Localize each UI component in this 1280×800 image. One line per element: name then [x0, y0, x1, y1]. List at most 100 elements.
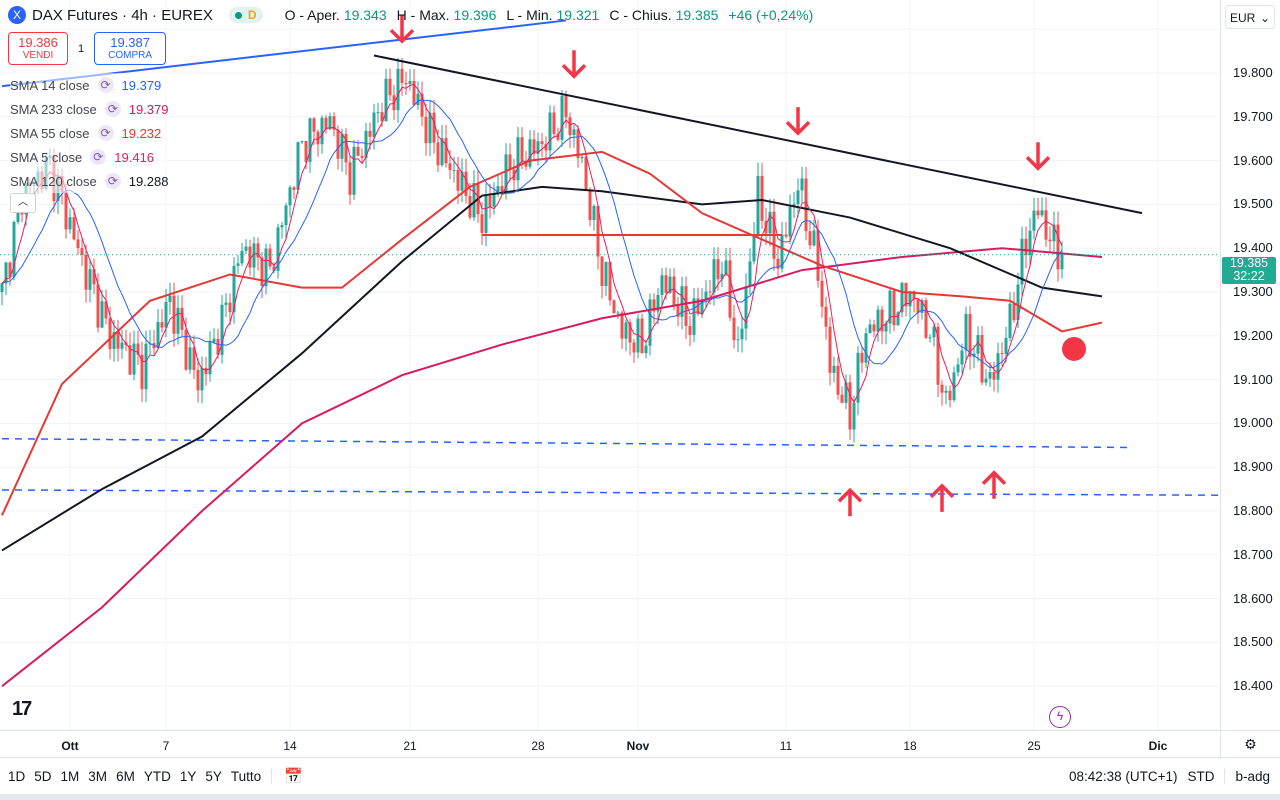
- legend-item[interactable]: SMA 5 close ⟳ 19.416: [10, 145, 169, 169]
- sell-label: VENDI: [22, 50, 54, 61]
- candle-body: [816, 230, 820, 281]
- candle-body: [856, 352, 860, 403]
- candle-body: [944, 390, 948, 393]
- refresh-icon[interactable]: ⟳: [104, 101, 121, 117]
- indicator-value: 19.232: [121, 125, 162, 141]
- candle-body: [724, 260, 728, 274]
- legend-item[interactable]: SMA 120 close ⟳ 19.288: [10, 169, 169, 193]
- range-button[interactable]: Tutto: [230, 768, 262, 784]
- candle-body: [168, 295, 172, 303]
- candle-body: [592, 205, 596, 221]
- candle-body: [132, 343, 136, 375]
- range-button[interactable]: YTD: [143, 768, 171, 784]
- currency-select[interactable]: EUR ⌄: [1225, 5, 1275, 29]
- candle-body: [528, 139, 532, 167]
- sell-button[interactable]: 19.386 VENDI: [8, 32, 68, 65]
- candle-body: [676, 305, 680, 317]
- sma-14-line: [1, 99, 1063, 369]
- legend-item[interactable]: SMA 14 close ⟳ 19.379: [10, 73, 169, 97]
- candle-body: [164, 302, 168, 328]
- range-button[interactable]: 1Y: [179, 768, 197, 784]
- clock[interactable]: 08:42:38 (UTC+1): [1069, 768, 1178, 784]
- candle-body: [224, 302, 228, 305]
- adjustment-button[interactable]: b-adg: [1224, 768, 1280, 784]
- candle-body: [396, 68, 400, 111]
- candle-body: [200, 367, 204, 391]
- range-button[interactable]: 1D: [8, 768, 26, 784]
- candle-body: [972, 353, 976, 357]
- candle-body: [532, 139, 536, 154]
- candle-body: [284, 205, 288, 226]
- candle-body: [752, 235, 756, 262]
- quantity[interactable]: 1: [78, 42, 85, 55]
- legend-item[interactable]: SMA 55 close ⟳ 19.232: [10, 121, 169, 145]
- candle-body: [828, 326, 832, 373]
- candle-body: [280, 225, 284, 228]
- candle-body: [568, 117, 572, 136]
- candle-body: [940, 384, 944, 393]
- refresh-icon[interactable]: ⟳: [90, 149, 107, 165]
- time-axis[interactable]: ⚙ Ott 7 14 21 28 Nov 11 18 25 Dic: [0, 730, 1280, 759]
- lightning-icon[interactable]: ϟ: [1049, 706, 1071, 728]
- candle-body: [900, 282, 904, 313]
- price-axis[interactable]: 19.800 19.700 19.600 19.500 19.400 19.300 19.2…: [1220, 0, 1280, 730]
- candle-body: [756, 175, 760, 236]
- open-value: 19.343: [343, 7, 387, 23]
- range-button[interactable]: 5D: [34, 768, 52, 784]
- go-to-date-calendar-icon[interactable]: 📅: [284, 768, 303, 785]
- candle-body: [484, 195, 488, 233]
- buy-button[interactable]: 19.387 COMPRA: [94, 32, 167, 65]
- candle-body: [796, 190, 800, 205]
- candle-body: [1004, 337, 1008, 355]
- candle-body: [388, 78, 392, 96]
- candle-body: [956, 364, 960, 373]
- range-button[interactable]: 1M: [60, 768, 80, 784]
- tradingview-logo[interactable]: 17: [12, 698, 32, 720]
- candle-body: [368, 130, 372, 137]
- settings-gear-icon[interactable]: ⚙: [1220, 731, 1280, 759]
- refresh-icon[interactable]: ⟳: [97, 125, 114, 141]
- candle-body: [1016, 284, 1020, 321]
- candle-body: [820, 280, 824, 307]
- refresh-icon[interactable]: ⟳: [97, 77, 114, 93]
- session-button[interactable]: STD: [1187, 768, 1215, 784]
- candle-body: [524, 160, 528, 167]
- symbol-title[interactable]: DAX Futures · 4h · EUREX: [32, 6, 213, 24]
- time-tick: 7: [162, 739, 170, 753]
- range-button[interactable]: 3M: [88, 768, 108, 784]
- candle-body: [192, 347, 196, 370]
- support-line-dashed: [1, 437, 1131, 449]
- arrow-up-icon: [837, 487, 863, 517]
- indicator-value: 19.379: [128, 101, 169, 117]
- candle-body: [240, 250, 244, 264]
- candle-body: [308, 118, 312, 162]
- collapse-legend-button[interactable]: ︿: [10, 193, 36, 213]
- candle-body: [864, 333, 868, 363]
- candle-body: [340, 133, 344, 159]
- candle-body: [380, 112, 384, 122]
- range-button[interactable]: 5Y: [205, 768, 222, 784]
- price-chart[interactable]: [0, 0, 1220, 730]
- market-status[interactable]: D: [228, 7, 263, 23]
- price-tick: 18.500: [1233, 634, 1273, 650]
- candle-body: [800, 178, 804, 191]
- refresh-icon[interactable]: ⟳: [104, 173, 121, 189]
- candle-body: [268, 248, 272, 267]
- range-button[interactable]: 6M: [116, 768, 135, 784]
- candle-body: [668, 276, 672, 293]
- indicator-name: SMA 233 close: [10, 101, 97, 117]
- time-tick: Ott: [61, 739, 79, 753]
- candle-body: [1032, 210, 1036, 231]
- candle-body: [288, 187, 292, 206]
- candle-body: [420, 93, 424, 117]
- candle-body: [488, 195, 492, 207]
- candle-body: [644, 345, 648, 354]
- candle-body: [508, 154, 512, 170]
- candle-body: [144, 343, 148, 390]
- candle-body: [216, 338, 220, 355]
- candle-body: [572, 129, 576, 136]
- legend-item[interactable]: SMA 233 close ⟳ 19.379: [10, 97, 169, 121]
- candle-body: [988, 372, 992, 379]
- candle-body: [496, 186, 500, 195]
- candle-body: [244, 246, 248, 251]
